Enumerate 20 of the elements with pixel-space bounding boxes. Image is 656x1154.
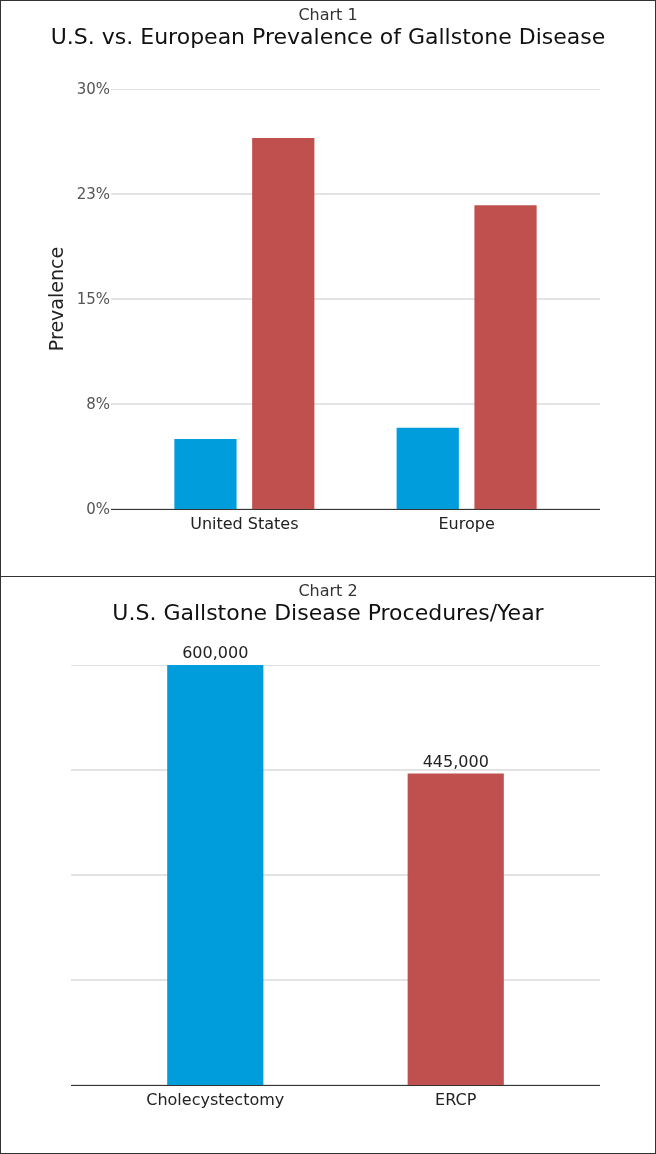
chart-subtitle: Chart 2 xyxy=(297,580,359,600)
chart-title: U.S. Gallstone Disease Procedures/Year xyxy=(111,600,545,625)
y-tick-label: 8% xyxy=(86,395,110,414)
bar xyxy=(252,138,315,509)
y-tick-label: 23% xyxy=(76,185,110,204)
y-tick-label: 30% xyxy=(76,80,110,99)
x-tick-label: United States xyxy=(190,514,299,534)
y-axis-title: Prevalence xyxy=(45,246,67,352)
chart-subtitle: Chart 1 xyxy=(297,4,359,24)
chart-title: U.S. vs. European Prevalence of Gallstone Disease xyxy=(49,24,607,49)
y-tick-label: 15% xyxy=(76,290,110,309)
bar xyxy=(174,439,237,509)
x-tick-label: Europe xyxy=(438,514,495,534)
bar xyxy=(474,205,537,509)
data-label: 600,000 xyxy=(182,643,249,662)
x-tick-label: Cholecystectomy xyxy=(146,1090,285,1110)
x-tick-label: ERCP xyxy=(435,1090,477,1110)
y-tick-label: 0% xyxy=(86,500,110,519)
bar xyxy=(396,427,459,509)
data-label: 445,000 xyxy=(422,751,489,771)
